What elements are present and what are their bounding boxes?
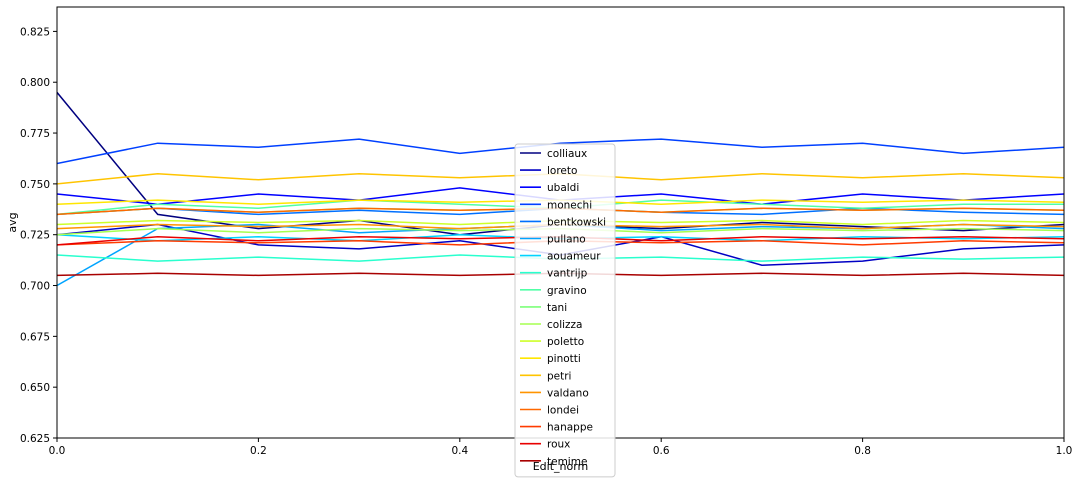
y-tick-label: 0.675 [20,331,50,343]
x-tick-label: 0.8 [854,445,871,457]
y-tick-label: 0.750 [20,179,50,191]
x-tick-label: 0.6 [653,445,670,457]
y-tick-label: 0.725 [20,230,50,242]
legend-label-colliaux: colliaux [547,148,587,160]
legend-label-pullano: pullano [547,234,586,246]
y-tick-label: 0.650 [20,382,50,394]
legend-box [514,143,616,478]
legend-label-roux: roux [547,439,570,451]
legend-label-vantrijp: vantrijp [547,268,588,280]
x-tick-label: 1.0 [1056,445,1073,457]
y-tick-label: 0.800 [20,77,50,89]
series-line-monechi [57,138,1064,165]
legend-label-monechi: monechi [547,199,592,211]
y-tick-label: 0.825 [20,26,50,38]
legend-label-poletto: poletto [547,336,584,348]
legend-label-aouameur: aouameur [547,251,601,263]
legend-label-loreto: loreto [547,165,577,177]
legend-label-londei: londei [547,405,579,417]
x-axis-label: Edit_norm [533,460,589,473]
x-tick-label: 0.0 [49,445,66,457]
legend: colliaux loreto ubaldi monechi bentkowski pul… [514,143,616,478]
legend-label-pinotti: pinotti [547,353,581,365]
legend-label-tani: tani [547,302,567,314]
legend-label-petri: petri [547,370,571,382]
y-tick-label: 0.775 [20,128,50,140]
x-tick-label: 0.2 [250,445,267,457]
y-tick-label: 0.700 [20,281,50,293]
y-axis-label: avg [6,212,19,232]
legend-label-ubaldi: ubaldi [547,182,579,194]
legend-label-colizza: colizza [547,319,583,331]
y-tick-label: 0.625 [20,433,50,445]
x-tick-label: 0.4 [451,445,468,457]
legend-label-temime: temime [547,456,587,468]
legend-label-valdano: valdano [547,387,589,399]
legend-label-gravino: gravino [547,285,587,297]
legend-label-hanappe: hanappe [547,422,593,434]
legend-label-bentkowski: bentkowski [547,216,606,228]
